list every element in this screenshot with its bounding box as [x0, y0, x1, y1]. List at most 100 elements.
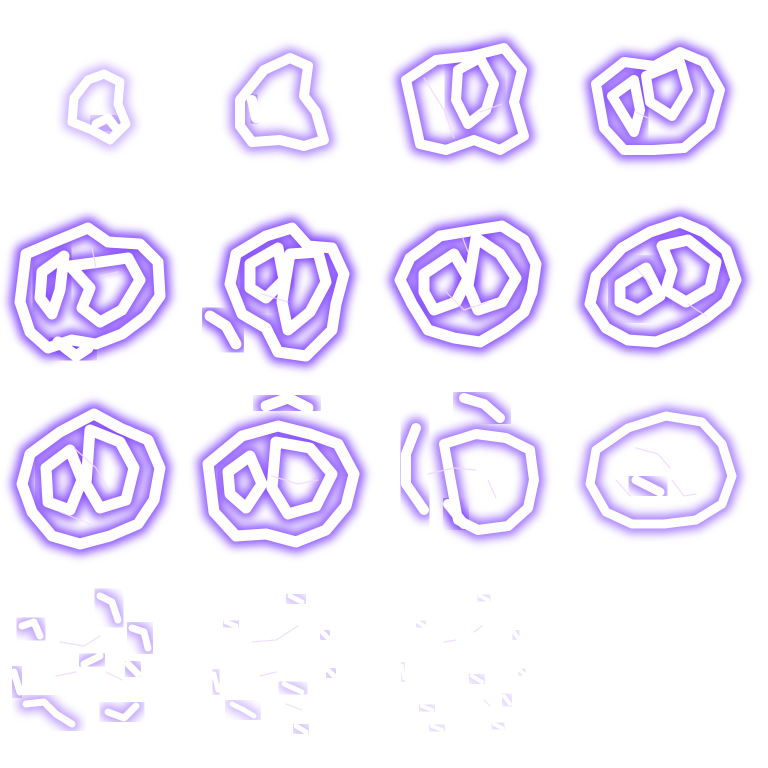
electric-crack — [427, 467, 477, 475]
electric-crack — [105, 671, 123, 681]
lightning-bolt — [325, 667, 337, 679]
lightning-bolt — [394, 220, 542, 348]
electric-crack — [443, 639, 457, 643]
lightning-bolt — [14, 222, 166, 354]
lightning-sprite — [392, 586, 534, 740]
lightning-sprite — [2, 584, 160, 736]
frame-12 — [576, 384, 768, 576]
lightning-bolt — [400, 664, 406, 680]
electric-crack — [445, 291, 489, 311]
frame-9 — [0, 384, 192, 576]
frame-15 — [384, 576, 576, 768]
electric-crack — [671, 479, 697, 497]
lightning-bolt — [224, 222, 350, 362]
lightning-bolt — [128, 624, 152, 652]
electric-crack — [635, 267, 651, 285]
electric-crack — [271, 475, 319, 485]
lightning-bolt — [518, 668, 526, 676]
frame-14 — [192, 576, 384, 768]
electric-crack — [259, 671, 277, 677]
lightning-bolt — [22, 698, 76, 728]
lightning-sprite — [227, 45, 337, 159]
lightning-bolt — [470, 674, 484, 684]
electric-crack — [59, 511, 91, 525]
lightning-bolt — [96, 592, 122, 624]
lightning-bolt — [492, 722, 504, 730]
lightning-bolt — [64, 252, 146, 328]
lightning-bolt — [319, 629, 331, 641]
lightning-bolt — [52, 336, 94, 362]
lightning-bolt — [104, 702, 140, 722]
lightning-bolt — [287, 593, 305, 605]
frame-2 — [192, 0, 384, 192]
frame-empty — [576, 576, 768, 768]
electric-crack — [483, 699, 491, 707]
lightning-bolt — [260, 392, 314, 414]
lightning-bolt — [10, 668, 24, 696]
electric-crack — [91, 247, 97, 269]
lightning-bolt — [211, 671, 221, 693]
lightning-bolt — [614, 262, 666, 316]
frame-3 — [384, 0, 576, 192]
electric-crack — [55, 671, 77, 677]
lightning-bolt — [229, 701, 257, 719]
electric-crack — [261, 293, 289, 303]
electric-crack — [461, 235, 469, 253]
electric-crack — [99, 271, 119, 277]
lightning-bolt — [34, 250, 70, 320]
frame-1 — [0, 0, 192, 192]
lightning-bolt — [281, 681, 305, 695]
lightning-sprite — [6, 214, 174, 370]
electric-crack — [73, 447, 111, 493]
lightning-bolt — [430, 724, 444, 732]
lightning-bolt — [478, 594, 490, 602]
electric-crack — [285, 703, 303, 711]
frame-7 — [384, 192, 576, 384]
frame-6 — [192, 192, 384, 384]
electric-crack — [635, 111, 661, 125]
lightning-sprite — [203, 585, 345, 743]
lightning-bolt — [222, 450, 268, 514]
lightning-bolt — [401, 43, 529, 155]
electric-crack — [635, 447, 671, 469]
frame-10 — [192, 384, 384, 576]
lightning-bolt — [462, 232, 522, 316]
electric-crack — [473, 625, 483, 633]
frame-4 — [576, 0, 768, 192]
frame-11 — [384, 384, 576, 576]
lightning-bolt — [18, 618, 44, 640]
electric-crack — [251, 625, 299, 643]
lightning-bolt — [202, 420, 360, 548]
lightning-sprite — [196, 214, 358, 370]
lightning-sprite — [577, 403, 745, 537]
lightning-bolt — [656, 234, 722, 308]
lightning-bolt — [584, 216, 742, 348]
lightning-bolt — [16, 408, 166, 550]
lightning-sprite — [59, 61, 139, 153]
lightning-bolt — [459, 393, 505, 423]
lightning-bolt — [512, 630, 520, 640]
lightning-bolt — [247, 95, 261, 123]
electric-crack — [423, 77, 455, 139]
electric-crack — [615, 479, 631, 497]
lightning-bolt — [266, 436, 338, 520]
electric-crack — [687, 303, 707, 317]
lightning-bolt — [502, 694, 512, 706]
frame-5 — [0, 192, 192, 384]
electric-crack — [479, 103, 503, 113]
lightning-sprite — [8, 400, 174, 558]
electric-crack — [59, 635, 101, 647]
frame-8 — [576, 192, 768, 384]
lightning-bolt — [235, 53, 329, 151]
frame-13 — [0, 576, 192, 768]
lightning-bolt — [585, 411, 737, 529]
lightning-sprite — [393, 385, 547, 543]
lightning-sprite — [583, 39, 733, 163]
lightning-bolt — [67, 69, 131, 145]
lightning-bolt — [416, 620, 426, 628]
lightning-sprite — [393, 35, 537, 163]
lightning-bolt — [443, 499, 469, 529]
lightning-bolt — [91, 113, 121, 133]
lightning-bolt — [223, 619, 239, 629]
